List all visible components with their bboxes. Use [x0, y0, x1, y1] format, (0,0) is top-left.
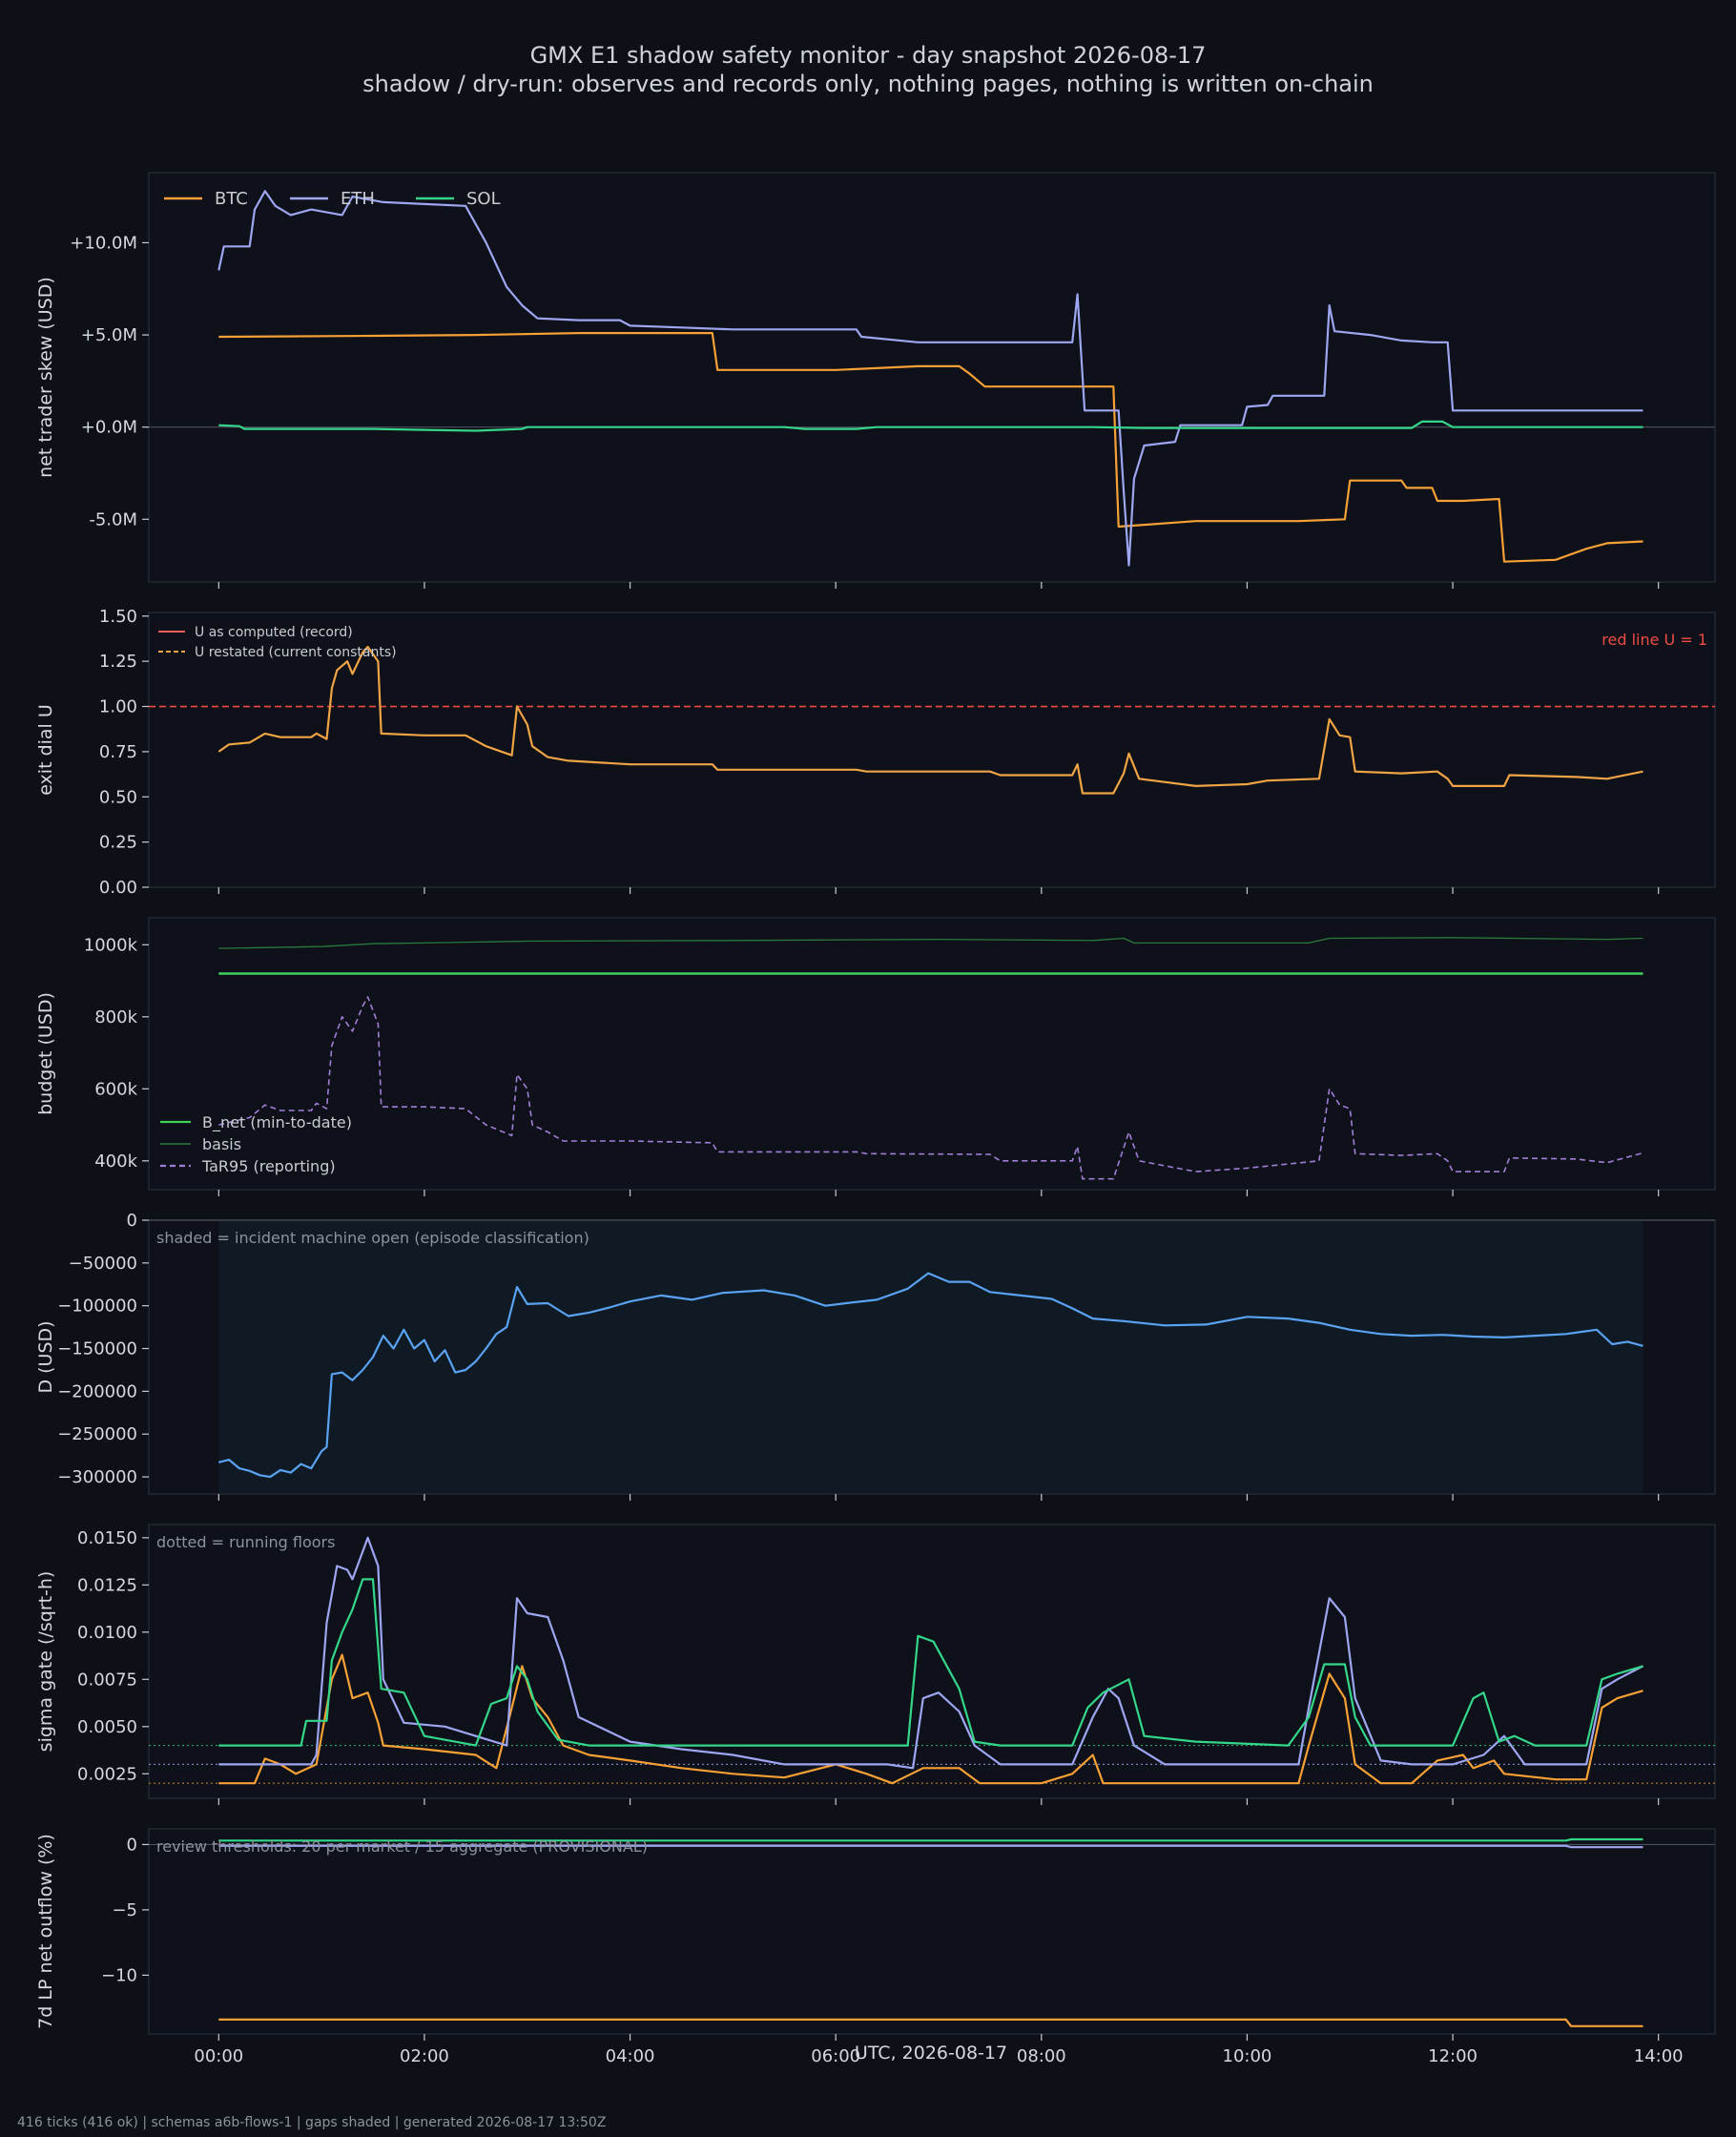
- legend-label: ETH: [341, 189, 375, 209]
- y-tick-label: 600k: [94, 1079, 137, 1099]
- series-line-basis: [218, 937, 1643, 949]
- y-tick-label: 0.75: [99, 742, 137, 762]
- x-axis-label: UTC, 2026-08-17: [855, 2043, 1007, 2064]
- panel-lp-outflow: −10 −5 0 00:00 02:00 04:00 06:00 08:00 10:00 12:0…: [35, 1828, 1716, 2066]
- series-line-sol: [218, 420, 1643, 432]
- legend-skew: BTC ETH SOL: [164, 189, 501, 209]
- y-tick-label: −300000: [57, 1467, 137, 1487]
- legend-label: BTC: [215, 189, 248, 209]
- y-tick-label: 0: [127, 1835, 137, 1855]
- y-tick-label: 800k: [94, 1007, 137, 1027]
- legend-budget: B_net (min-to-date) basis TaR95 (reporting…: [160, 1113, 352, 1175]
- x-tick-label: 10:00: [1223, 2046, 1272, 2066]
- y-tick-label: −5: [112, 1900, 137, 1920]
- y-tick-label: 1.25: [99, 652, 137, 672]
- y-tick-label: -5.0M: [89, 509, 137, 529]
- incident-shade: [218, 1221, 1643, 1493]
- y-tick-label: 0.0050: [77, 1717, 137, 1737]
- panel-d-usd: −300000 −250000 −200000 −150000 −100000 −5000…: [35, 1211, 1716, 1501]
- series-line-btc: [218, 332, 1643, 563]
- y-tick-label: 1.00: [99, 697, 137, 717]
- legend-label: SOL: [466, 189, 501, 209]
- y-tick-label: 1.50: [99, 607, 137, 627]
- y-tick-label: 400k: [94, 1151, 137, 1172]
- footer-text: 416 ticks (416 ok) | schemas a6b-flows-1…: [17, 2115, 606, 2130]
- y-tick-label: +10.0M: [70, 233, 137, 253]
- y-tick-label: 0: [127, 1211, 137, 1231]
- x-tick-label: 06:00: [811, 2046, 860, 2066]
- y-tick-label: 1000k: [84, 935, 138, 955]
- series-line-btc: [218, 1653, 1643, 1785]
- series-line-tar95-reporting-: [218, 996, 1643, 1180]
- red-line-label: red line U = 1: [1602, 631, 1707, 649]
- y-tick-label: +5.0M: [81, 325, 137, 345]
- y-tick-label: 0.25: [99, 833, 137, 853]
- series-line-d: [218, 1272, 1643, 1479]
- y-tick-label: −10: [101, 1965, 137, 1985]
- panel-note: dotted = running floors: [156, 1533, 335, 1551]
- panel-note: shaded = incident machine open (episode …: [156, 1229, 589, 1247]
- y-tick-label: 0.0075: [77, 1670, 137, 1690]
- series-line-u: [217, 645, 1643, 795]
- series-line-eth: [218, 1844, 1643, 1849]
- series-line-btc: [218, 2018, 1643, 2027]
- figure-subtitle: shadow / dry-run: observes and records o…: [362, 71, 1374, 97]
- panel-note: review thresholds: 20 per market / 15 ag…: [156, 1837, 648, 1856]
- y-tick-label: −250000: [57, 1424, 137, 1444]
- y-axis-label: net trader skew (USD): [35, 277, 56, 478]
- x-tick-label: 02:00: [400, 2046, 449, 2066]
- x-tick-label: 14:00: [1634, 2046, 1684, 2066]
- x-tick-label: 04:00: [606, 2046, 655, 2066]
- plot-area-budget: [148, 917, 1716, 1191]
- legend-label: TaR95 (reporting): [201, 1157, 336, 1175]
- y-axis-label: budget (USD): [35, 992, 56, 1115]
- y-tick-label: −100000: [57, 1297, 137, 1317]
- panel-exit-dial: 0.00 0.25 0.50 0.75 1.00 1.25 1.50 exit dial U r…: [35, 607, 1716, 898]
- plot-area-sigma-gate: [148, 1524, 1716, 1799]
- y-axis-label: exit dial U: [35, 704, 56, 796]
- plot-area-lp-outflow: [148, 1828, 1716, 2035]
- plot-area-skew: [148, 172, 1716, 583]
- legend-label: U as computed (record): [195, 625, 353, 640]
- x-tick-label: 08:00: [1017, 2046, 1066, 2066]
- y-tick-label: −200000: [57, 1381, 137, 1401]
- figure-title: GMX E1 shadow safety monitor - day snaps…: [530, 42, 1207, 69]
- y-tick-label: −150000: [57, 1339, 137, 1359]
- series-line-eth: [217, 190, 1643, 567]
- series-line-sol: [218, 1578, 1643, 1747]
- series-line-sol: [218, 1837, 1643, 1842]
- y-tick-label: −50000: [69, 1254, 137, 1274]
- y-axis-label: sigma gate (/sqrt-h): [35, 1571, 56, 1753]
- plot-area-exit-dial: [148, 612, 1716, 888]
- y-axis-label: D (USD): [35, 1320, 56, 1393]
- panel-budget: 400k 600k 800k 1000k budget (USD) B_net (min-…: [35, 917, 1716, 1196]
- legend-label: basis: [202, 1135, 241, 1153]
- y-tick-label: 0.0125: [77, 1575, 137, 1595]
- legend-label: B_net (min-to-date): [202, 1113, 352, 1132]
- panels: -5.0M +0.0M +5.0M +10.0M net trader skew (US…: [35, 172, 1716, 2066]
- y-axis-label: 7d LP net outflow (%): [35, 1834, 56, 2029]
- y-tick-label: 0.00: [99, 878, 137, 898]
- legend-exit-dial: U as computed (record) U restated (curren…: [158, 625, 397, 660]
- y-tick-label: 0.0100: [77, 1623, 137, 1643]
- y-tick-label: 0.0150: [77, 1528, 137, 1548]
- x-tick-label: 00:00: [194, 2046, 243, 2066]
- y-tick-label: +0.0M: [81, 418, 137, 438]
- series-line-eth: [218, 1536, 1644, 1770]
- x-tick-label: 12:00: [1428, 2046, 1478, 2066]
- y-tick-label: 0.50: [99, 787, 137, 807]
- legend-label: U restated (current constants): [195, 645, 397, 660]
- panel-sigma-gate: 0.0025 0.0050 0.0075 0.0100 0.0125 0.0150 sigm…: [35, 1524, 1716, 1805]
- y-tick-label: 0.0025: [77, 1764, 137, 1784]
- panel-skew: -5.0M +0.0M +5.0M +10.0M net trader skew (US…: [35, 172, 1716, 589]
